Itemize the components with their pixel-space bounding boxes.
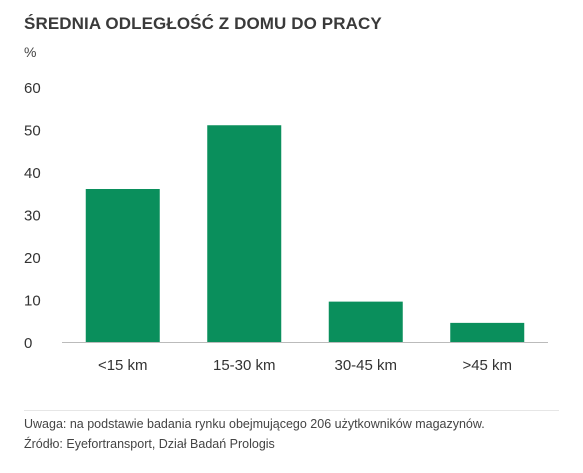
x-tick-label: 15-30 km [213,357,276,374]
x-tick-label: >45 km [462,357,512,374]
y-tick-label: 30 [24,208,41,225]
bars-group [85,125,525,342]
y-axis-unit-label: % [24,44,37,60]
y-tick-label: 10 [24,293,41,310]
footnote-source: Źródło: Eyefortransport, Dział Badań Pro… [24,437,275,451]
y-tick-label: 50 [24,123,41,140]
y-tick-label: 0 [24,335,32,352]
bar-3 [450,322,525,342]
chart-title: ŚREDNIA ODLEGŁOŚĆ Z DOMU DO PRACY [24,14,382,33]
y-tick-label: 20 [24,250,41,267]
y-tick-label: 40 [24,165,41,182]
bar-0 [85,189,160,342]
footnote-note: Uwaga: na podstawie badania rynku obejmu… [24,417,485,431]
x-tick-label: 30-45 km [334,357,397,374]
bar-chart: 0 10 20 30 40 50 60 <15 km 15-30 km 30-45 km >45 … [24,80,548,374]
x-tick-label: <15 km [98,357,148,374]
x-axis-labels: <15 km 15-30 km 30-45 km >45 km [98,357,512,374]
y-axis-ticks: 0 10 20 30 40 50 60 [24,80,41,352]
bar-1 [207,125,282,342]
bar-2 [328,301,403,342]
footer-divider [24,410,559,411]
y-tick-label: 60 [24,80,41,97]
